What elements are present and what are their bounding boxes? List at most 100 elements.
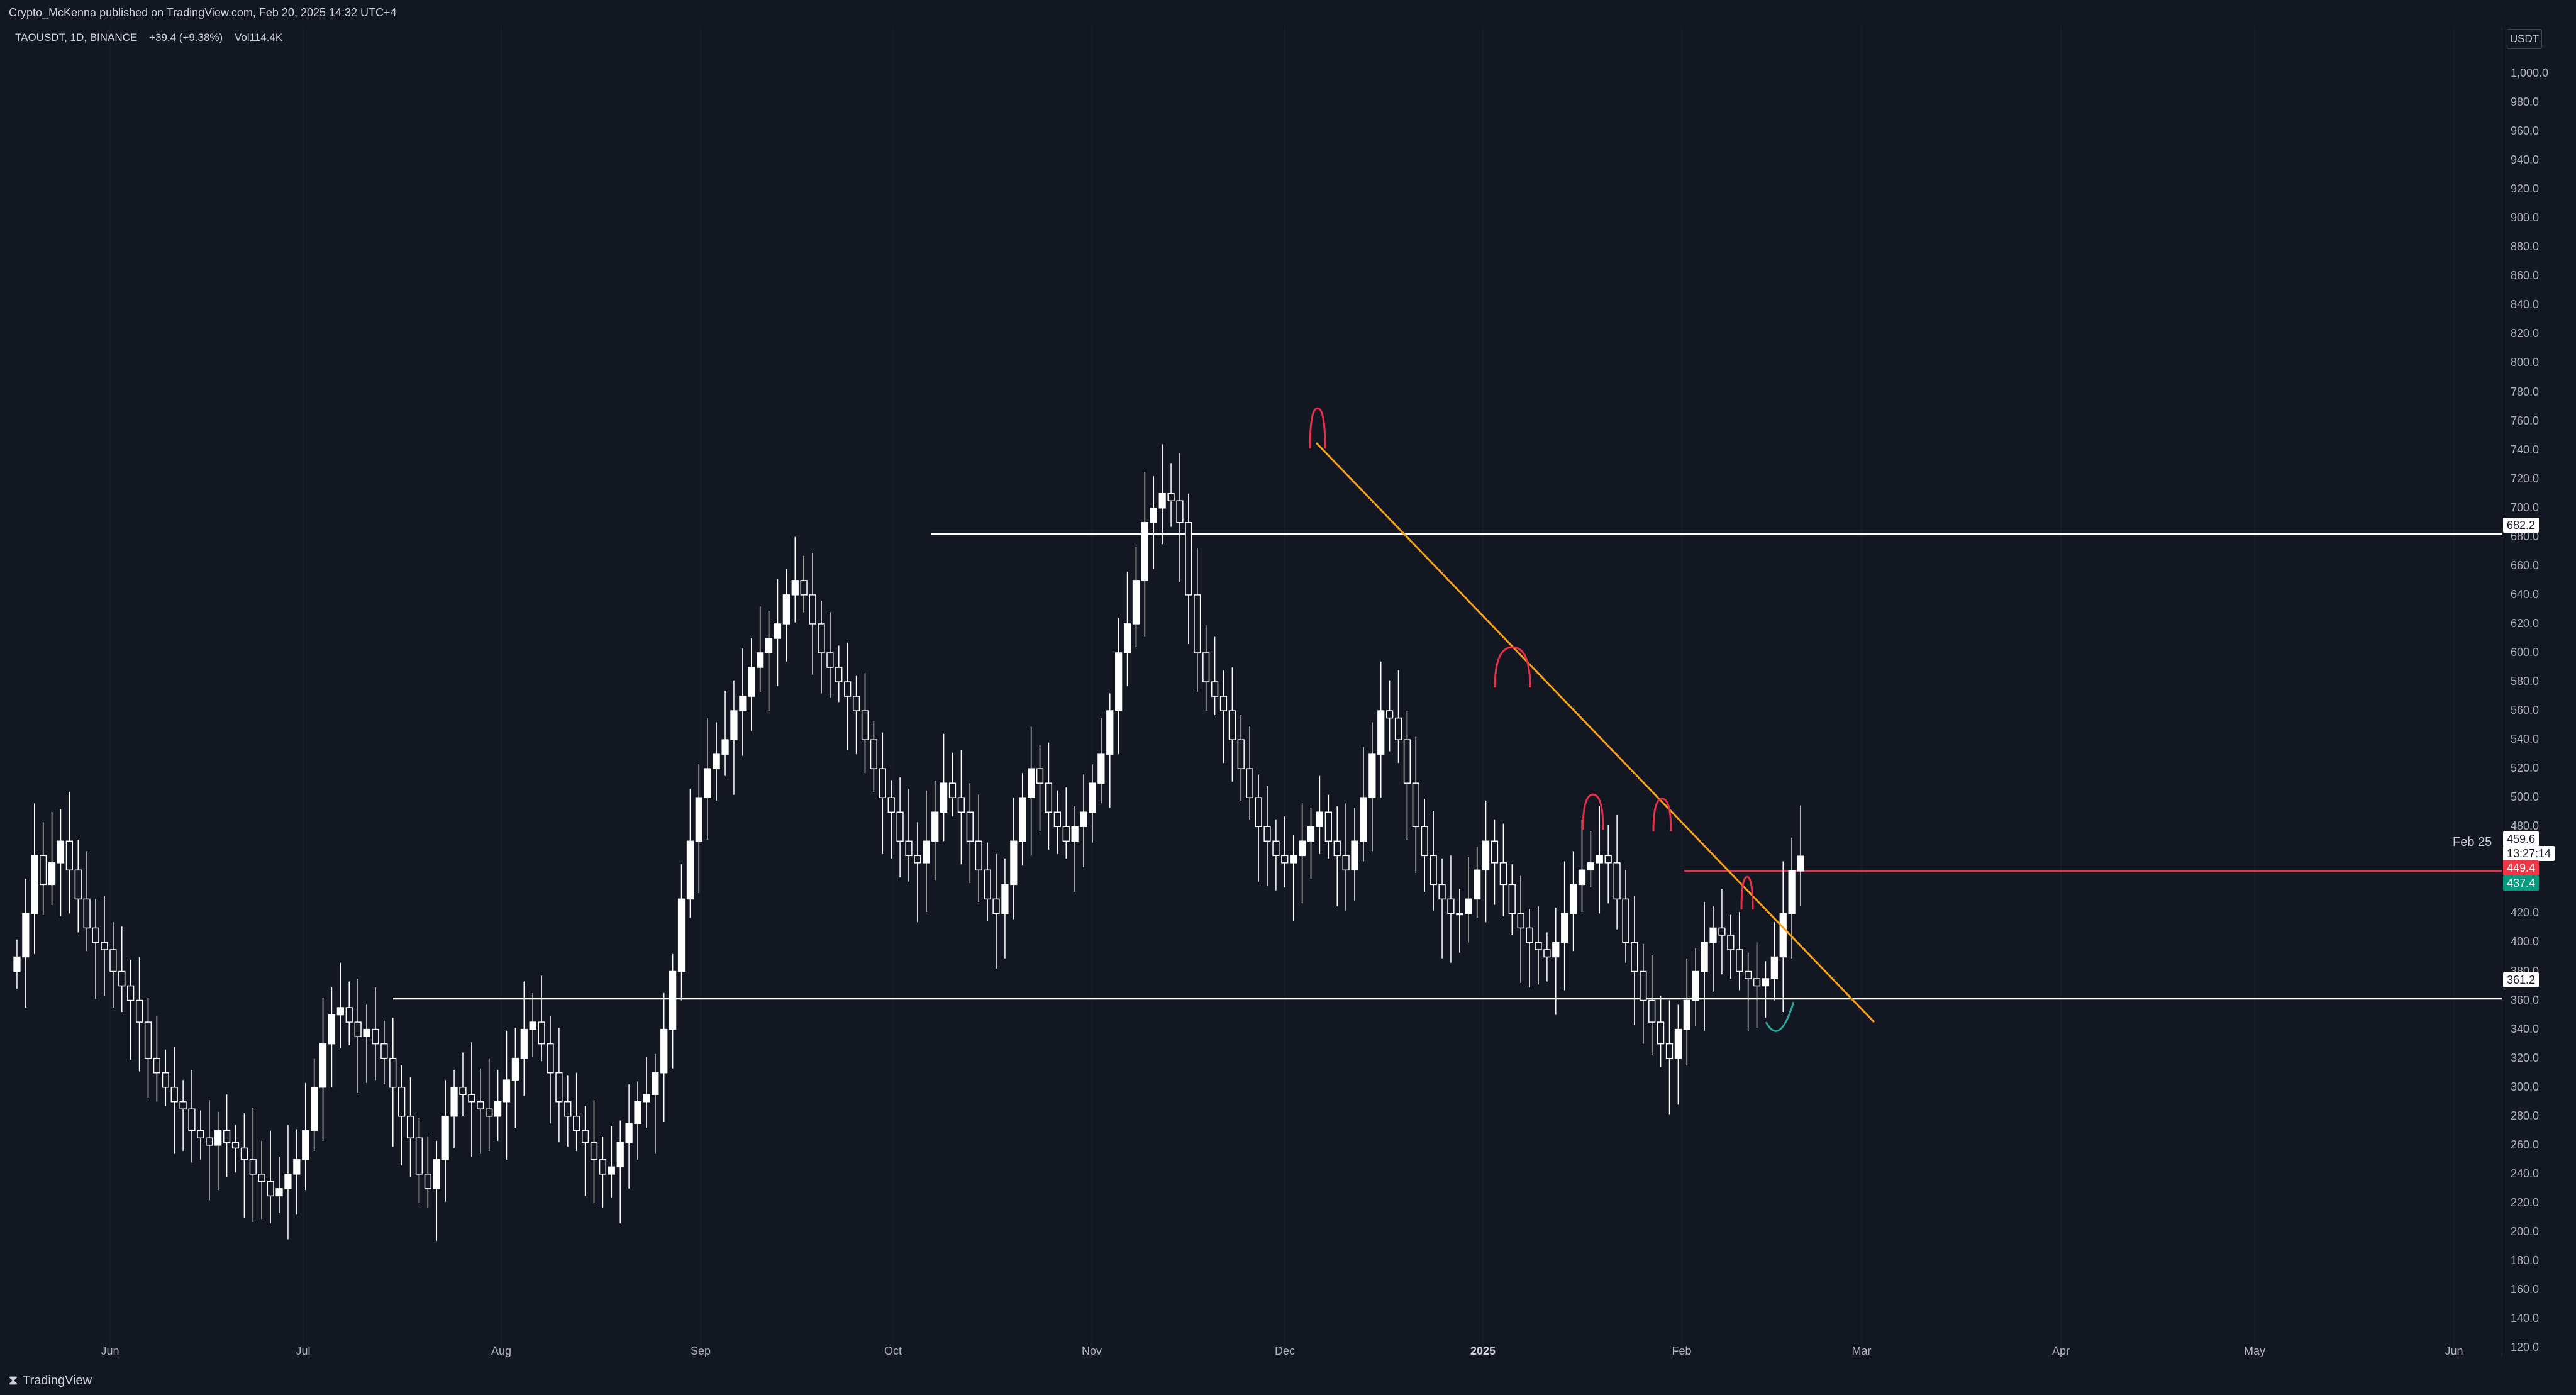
trough-arc — [1765, 1001, 1795, 1032]
price-tick: 160.0 — [2511, 1283, 2540, 1296]
candle-body — [336, 1007, 344, 1016]
footer-bar — [0, 1369, 2576, 1395]
candle-body — [1272, 840, 1280, 857]
currency-unit-button[interactable]: USDT — [2507, 29, 2542, 49]
candle-body — [1351, 840, 1358, 871]
candle-body — [389, 1057, 397, 1088]
candle-body — [1622, 898, 1629, 943]
candle-body — [57, 840, 65, 864]
time-tick: Jun — [101, 1345, 119, 1357]
candle-series — [13, 444, 1804, 1241]
candle-body — [1526, 927, 1533, 943]
candle-body — [1394, 717, 1402, 740]
time-tick: Aug — [491, 1345, 512, 1357]
price-tick: 560.0 — [2511, 704, 2540, 717]
candle-body — [1736, 949, 1743, 972]
price-tick: 180.0 — [2511, 1253, 2540, 1267]
symbol-name[interactable]: TAOUSDT, 1D, BINANCE — [15, 31, 138, 43]
candle-body — [1246, 768, 1253, 798]
tv-icon: ⧗ — [9, 1374, 18, 1387]
chart-pane[interactable] — [11, 26, 2502, 1357]
candle-body — [1474, 869, 1481, 900]
candle-body — [1150, 507, 1157, 523]
candle-body — [1106, 710, 1114, 755]
current-price-label: 459.6 — [2503, 831, 2540, 847]
candle-body — [520, 1028, 528, 1059]
candle-body — [1665, 1043, 1674, 1059]
candle-body — [547, 1043, 554, 1074]
candle-body — [1657, 1021, 1665, 1045]
candle-body — [931, 811, 939, 842]
candle-body — [494, 1101, 502, 1117]
candle-body — [1604, 855, 1612, 864]
date-marker: Feb 25 — [2453, 835, 2492, 849]
price-tick: 980.0 — [2511, 96, 2540, 109]
candle-body — [852, 696, 860, 711]
candle-body — [127, 985, 135, 1001]
candle-body — [1097, 753, 1105, 784]
publish-text: Crypto_McKenna published on TradingView.… — [9, 6, 397, 19]
candle-body — [22, 913, 30, 958]
candle-body — [791, 580, 799, 596]
time-tick: Sep — [690, 1345, 711, 1357]
price-tick: 240.0 — [2511, 1167, 2540, 1180]
candle-body — [1255, 797, 1262, 828]
candle-body — [284, 1174, 292, 1189]
candle-body — [861, 710, 869, 740]
candle-body — [1360, 797, 1367, 842]
time-tick: Dec — [1274, 1345, 1296, 1357]
candle-body — [590, 1142, 598, 1160]
candle-body — [1211, 681, 1219, 697]
candle-body — [372, 1028, 379, 1045]
green-price-label: 437.4 — [2503, 875, 2540, 891]
candle-body — [730, 710, 738, 740]
price-tick: 580.0 — [2511, 675, 2540, 688]
candle-body — [162, 1072, 169, 1088]
candle-body — [206, 1137, 213, 1146]
candle-body — [1465, 898, 1472, 914]
symbol-info[interactable]: TAOUSDT, 1D, BINANCE +39.4 (+9.38%) Vol1… — [15, 31, 291, 44]
time-tick: Feb — [1672, 1345, 1692, 1357]
candle-body — [153, 1057, 161, 1074]
candle-body — [529, 1021, 536, 1030]
candle-body — [1552, 942, 1560, 958]
time-tick: 2025 — [1470, 1345, 1496, 1357]
candle-body — [1368, 753, 1376, 798]
red-line-price-label: 449.4 — [2503, 860, 2540, 875]
price-axis[interactable] — [2502, 26, 2576, 1357]
candle-body — [1028, 768, 1035, 798]
candle-body — [1333, 840, 1341, 857]
price-tick: 780.0 — [2511, 385, 2540, 398]
price-tick: 320.0 — [2511, 1051, 2540, 1064]
price-tick: 520.0 — [2511, 762, 2540, 775]
candle-body — [415, 1137, 423, 1175]
candle-body — [441, 1116, 449, 1160]
candle-body — [1158, 492, 1166, 509]
price-tick: 960.0 — [2511, 125, 2540, 138]
candle-body — [380, 1043, 388, 1059]
candle-body — [923, 840, 930, 864]
candle-body — [135, 999, 143, 1023]
price-tick: 300.0 — [2511, 1080, 2540, 1093]
candle-body — [424, 1174, 431, 1189]
candle-body — [477, 1101, 484, 1109]
candle-body — [1561, 913, 1568, 943]
candle-body — [1438, 884, 1446, 900]
tradingview-logo[interactable]: ⧗ TradingView — [9, 1374, 92, 1388]
candle-body — [1281, 855, 1289, 864]
candle-body — [1508, 884, 1516, 914]
candle-body — [1386, 710, 1394, 719]
candle-body — [1185, 522, 1192, 596]
candle-body — [83, 898, 91, 929]
price-tick: 940.0 — [2511, 153, 2540, 167]
annotation-arcs — [1309, 407, 1795, 1032]
price-tick: 120.0 — [2511, 1341, 2540, 1354]
candle-body — [1412, 782, 1419, 828]
candle-body — [905, 840, 913, 857]
candle-body — [757, 652, 764, 668]
candle-body — [433, 1159, 440, 1189]
candle-body — [634, 1101, 641, 1125]
price-tick: 200.0 — [2511, 1225, 2540, 1238]
price-tick: 400.0 — [2511, 935, 2540, 948]
